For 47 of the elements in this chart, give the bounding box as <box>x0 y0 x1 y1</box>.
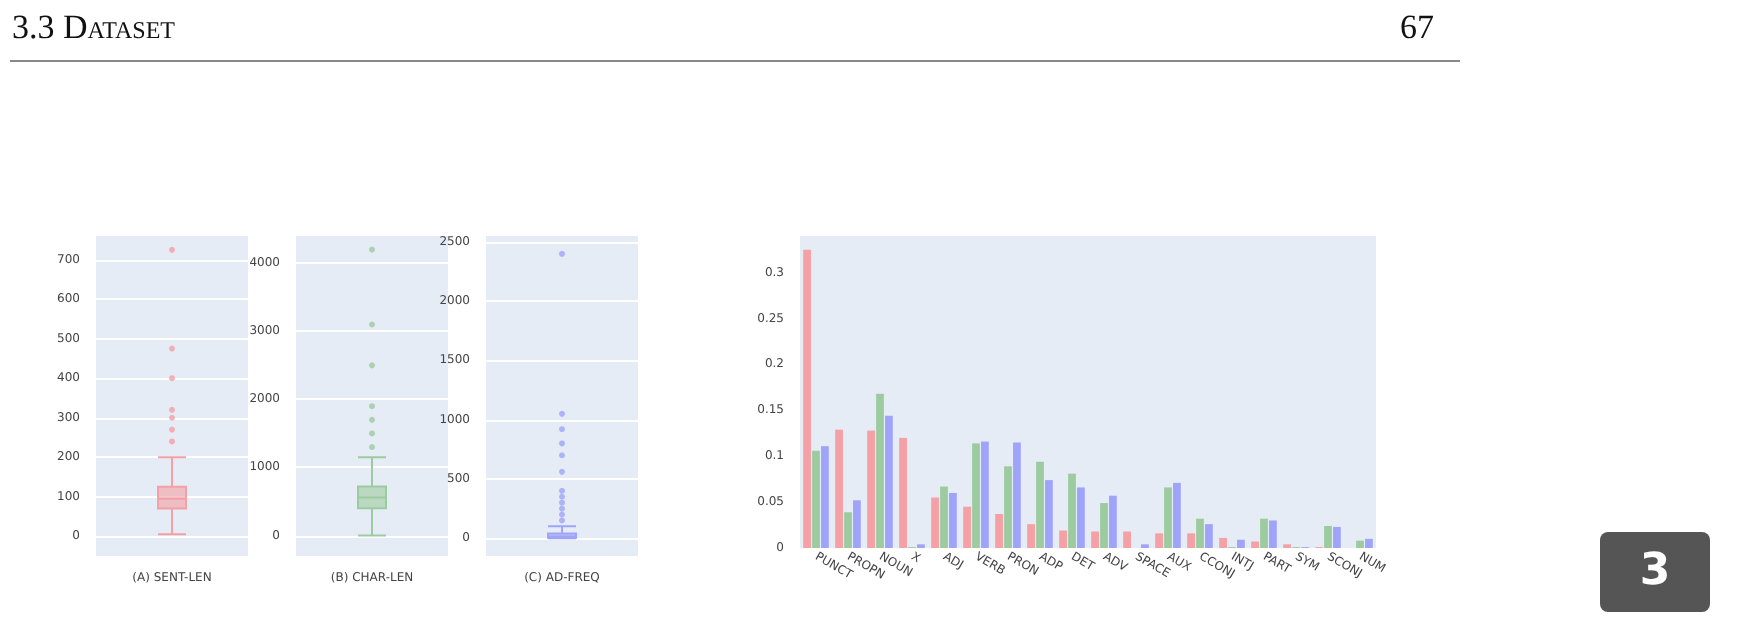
bar <box>1059 530 1067 548</box>
bar <box>1269 520 1277 548</box>
bar <box>1109 495 1117 548</box>
text: 3.3 Dataset <box>12 8 175 48</box>
bar <box>835 429 843 548</box>
bar <box>1100 503 1108 548</box>
bar <box>1068 473 1076 548</box>
bar <box>1196 518 1204 548</box>
bar <box>931 497 939 548</box>
bar <box>1324 525 1332 548</box>
text: 67 <box>1400 8 1434 48</box>
bar <box>1013 442 1021 548</box>
bar <box>1155 533 1163 548</box>
bar <box>876 393 884 548</box>
bar <box>1077 487 1085 548</box>
bar <box>821 446 829 548</box>
bar <box>1123 531 1131 548</box>
bar <box>981 441 989 548</box>
bar <box>1356 540 1364 548</box>
bar <box>1333 526 1341 548</box>
bar <box>949 492 957 548</box>
bar <box>1237 539 1245 548</box>
bar <box>972 443 980 548</box>
bar <box>844 512 852 548</box>
bar <box>1187 533 1195 548</box>
text: 3 <box>1600 532 1710 612</box>
bar <box>803 249 811 548</box>
bar <box>1251 541 1259 548</box>
bar <box>867 430 875 548</box>
bar <box>1164 487 1172 548</box>
bar <box>812 450 820 548</box>
bar <box>1091 531 1099 548</box>
bar <box>885 415 893 548</box>
bar <box>899 437 907 548</box>
bar <box>963 506 971 548</box>
bar <box>1219 537 1227 548</box>
bar <box>1365 538 1373 548</box>
bar <box>940 486 948 548</box>
bar <box>1036 461 1044 548</box>
bar <box>1004 466 1012 548</box>
bar <box>995 514 1003 548</box>
bar <box>1027 524 1035 548</box>
bar <box>1173 482 1181 548</box>
bar <box>1205 524 1213 548</box>
bar <box>1260 518 1268 548</box>
bar <box>1045 480 1053 548</box>
bar <box>853 500 861 548</box>
